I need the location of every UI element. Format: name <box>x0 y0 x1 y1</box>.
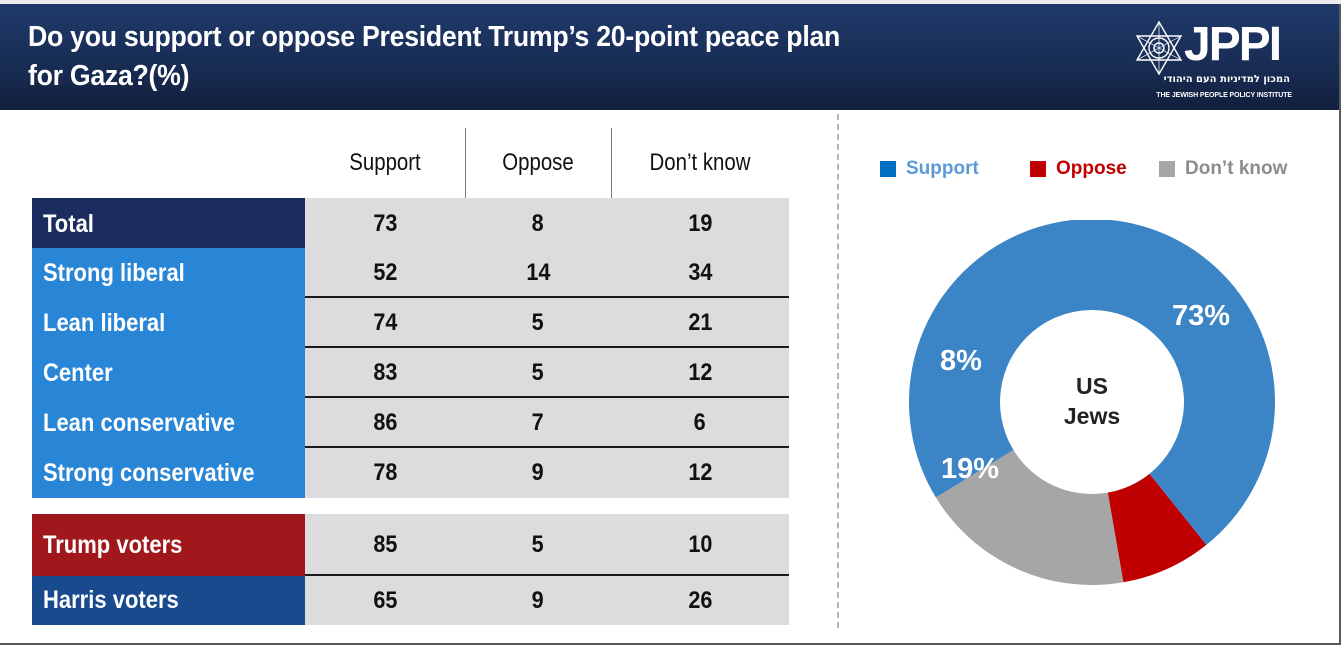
table-row: Strong conservative 78 9 12 <box>32 448 789 498</box>
star-of-david-icon <box>1135 20 1183 76</box>
cell-dont-know: 21 <box>687 309 713 336</box>
row-label-text: Strong conservative <box>43 458 255 487</box>
cell-support: 78 <box>372 459 398 486</box>
logo-hebrew-text: המכון למדיניות העם היהודי <box>1163 74 1290 85</box>
legend-label-oppose: Oppose <box>1056 158 1127 179</box>
center-label-line-1: US <box>1076 373 1108 399</box>
row-cells: 78 9 12 <box>305 448 789 498</box>
row-cells: 73 8 19 <box>305 198 789 250</box>
legend-item-oppose: Oppose <box>1030 158 1127 180</box>
row-cells: 86 7 6 <box>305 398 789 448</box>
donut-slice-support <box>909 220 1275 545</box>
table-row: Harris voters 65 9 26 <box>32 576 789 625</box>
legend-swatch-dont-know <box>1159 161 1175 177</box>
header-banner: Do you support or oppose President Trump… <box>0 4 1339 110</box>
column-header-support: Support <box>349 149 421 176</box>
row-cells: 52 14 34 <box>305 248 789 298</box>
cell-oppose: 14 <box>525 259 551 286</box>
row-divider <box>305 396 789 398</box>
table-row: Total 73 8 19 <box>32 198 789 250</box>
column-header-oppose: Oppose <box>502 149 574 176</box>
legend-swatch-support <box>880 161 896 177</box>
column-separator <box>465 128 466 198</box>
center-label-line-2: Jews <box>1064 403 1120 429</box>
logo-english-text: THE JEWISH PEOPLE POLICY INSTITUTE <box>1156 92 1292 99</box>
cell-dont-know: 10 <box>687 531 713 558</box>
legend-item-support: Support <box>880 158 979 180</box>
cell-oppose: 8 <box>531 210 545 237</box>
row-label-text: Center <box>43 358 113 387</box>
row-cells: 74 5 21 <box>305 298 789 348</box>
cell-oppose: 9 <box>531 459 545 486</box>
row-divider <box>305 296 789 298</box>
row-cells: 65 9 26 <box>305 576 789 625</box>
row-label-text: Lean liberal <box>43 308 166 337</box>
data-label-support: 73% <box>1172 300 1230 332</box>
data-label-oppose: 8% <box>940 345 982 377</box>
cell-dont-know: 12 <box>687 459 713 486</box>
cell-dont-know: 26 <box>687 586 713 614</box>
donut-slice-oppose <box>1107 473 1207 583</box>
cell-support: 73 <box>372 210 398 237</box>
cell-dont-know: 12 <box>687 359 713 386</box>
row-divider <box>305 346 789 348</box>
cell-oppose: 9 <box>531 586 545 614</box>
row-divider <box>305 574 789 576</box>
row-label: Trump voters <box>32 514 305 576</box>
top-strip <box>0 0 1341 4</box>
cell-support: 86 <box>372 409 398 436</box>
row-label: Strong conservative <box>32 448 305 498</box>
row-label-text: Total <box>43 209 94 238</box>
cell-oppose: 5 <box>531 531 545 558</box>
row-label: Center <box>32 348 305 398</box>
table-row: Strong liberal 52 14 34 <box>32 248 789 298</box>
cell-support: 65 <box>372 586 398 614</box>
row-label: Harris voters <box>32 576 305 625</box>
cell-support: 83 <box>372 359 398 386</box>
donut-chart: 73% 8% 19% US Jews <box>909 220 1275 585</box>
logo-wordmark: JPPI <box>1184 18 1282 71</box>
data-label-dont-know: 19% <box>941 453 999 485</box>
legend-label-support: Support <box>906 158 979 179</box>
cell-dont-know: 6 <box>693 409 707 436</box>
jppi-logo: JPPI המכון למדיניות העם היהודי THE JEWIS… <box>1134 18 1294 106</box>
legend-item-dont-know: Don’t know <box>1159 158 1287 180</box>
column-header-dont-know: Don’t know <box>649 149 751 176</box>
row-label-text: Trump voters <box>43 530 183 559</box>
table-row: Lean liberal 74 5 21 <box>32 298 789 348</box>
row-cells: 83 5 12 <box>305 348 789 398</box>
row-label: Lean liberal <box>32 298 305 348</box>
row-label-text: Lean conservative <box>43 408 235 437</box>
column-separator <box>611 128 612 198</box>
row-label: Strong liberal <box>32 248 305 298</box>
legend-swatch-oppose <box>1030 161 1046 177</box>
row-label-text: Strong liberal <box>43 258 185 287</box>
panel-divider <box>837 114 839 628</box>
cell-oppose: 5 <box>531 309 545 336</box>
cell-support: 52 <box>372 259 398 286</box>
cell-support: 85 <box>372 531 398 558</box>
table-row: Trump voters 85 5 10 <box>32 514 789 576</box>
row-label: Total <box>32 198 305 250</box>
cell-dont-know: 34 <box>687 259 713 286</box>
row-label: Lean conservative <box>32 398 305 448</box>
page-title: Do you support or oppose President Trump… <box>28 21 841 92</box>
donut-slice-dont-know <box>935 450 1124 585</box>
cell-dont-know: 19 <box>687 210 713 237</box>
row-label-text: Harris voters <box>43 586 179 614</box>
row-cells: 85 5 10 <box>305 514 789 576</box>
cell-support: 74 <box>372 309 398 336</box>
table-row: Lean conservative 86 7 6 <box>32 398 789 448</box>
row-divider <box>305 446 789 448</box>
cell-oppose: 5 <box>531 359 545 386</box>
table-row: Center 83 5 12 <box>32 348 789 398</box>
legend-label-dont-know: Don’t know <box>1185 158 1288 179</box>
cell-oppose: 7 <box>531 409 545 436</box>
